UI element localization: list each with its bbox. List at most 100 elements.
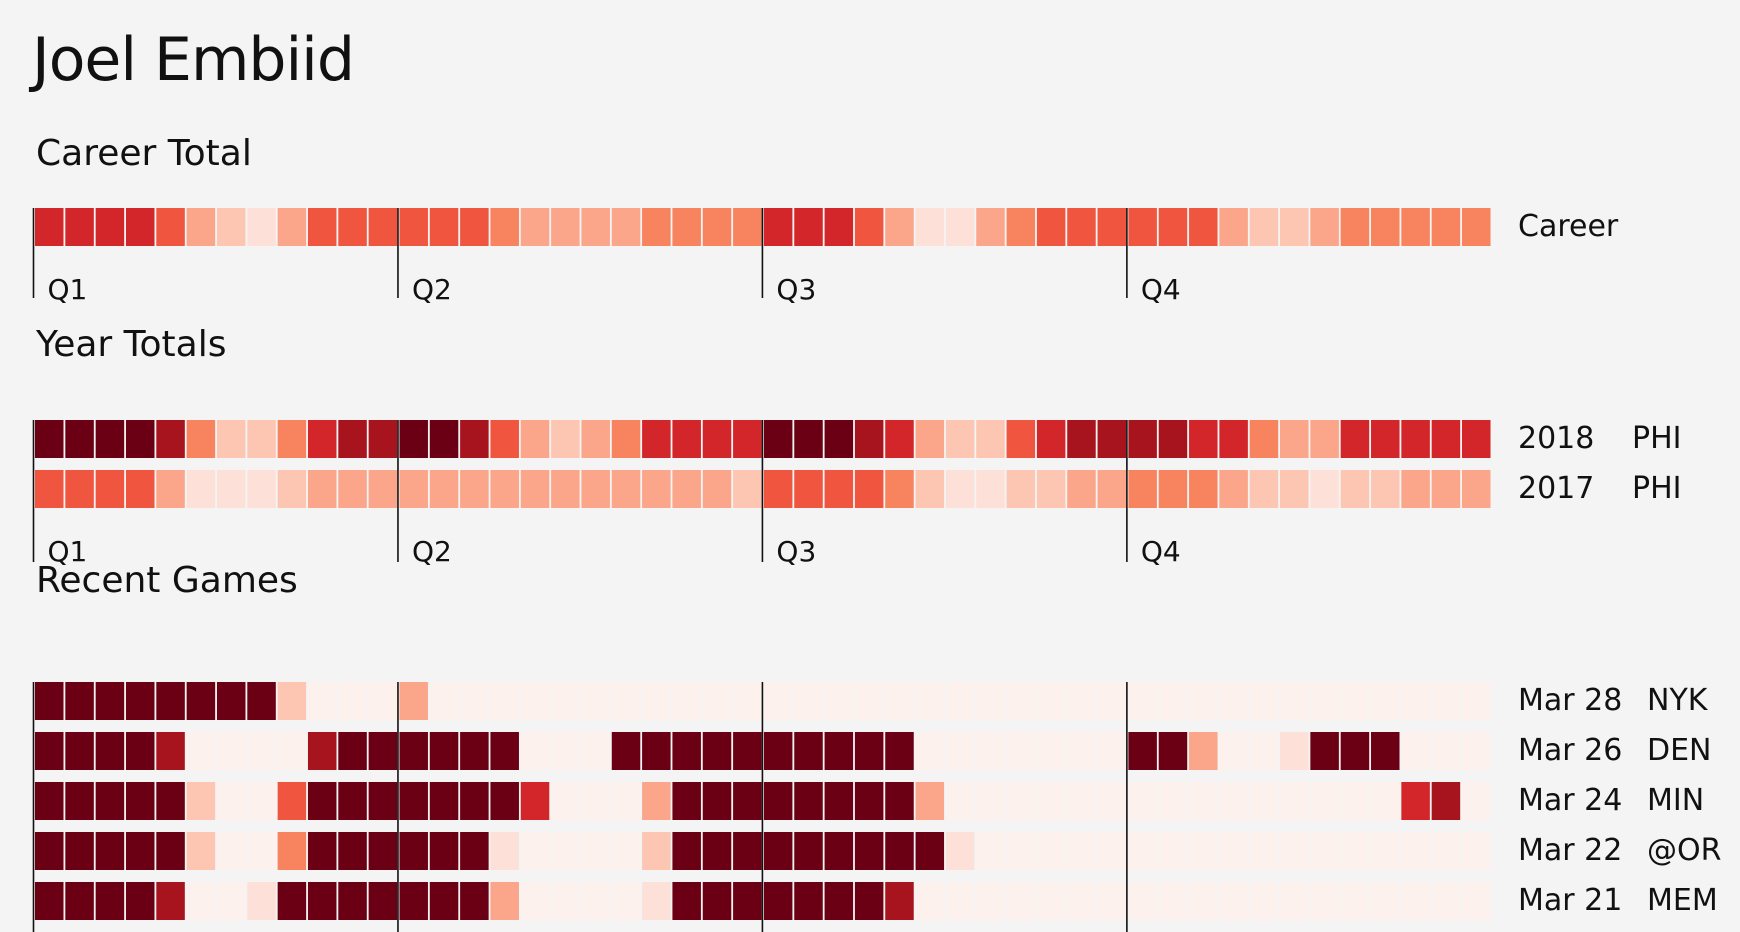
- heatmap-cell: [1189, 732, 1218, 770]
- heatmap-cell: [733, 782, 762, 820]
- heatmap-cell: [65, 420, 94, 458]
- heatmap-cell: [399, 420, 428, 458]
- heatmap-cell: [642, 832, 671, 870]
- heatmap-cell: [156, 882, 185, 920]
- heatmap-cell: [1158, 208, 1188, 246]
- heatmap-cell: [277, 420, 307, 458]
- heatmap-cell: [642, 682, 671, 720]
- heatmap-cell: [368, 832, 398, 870]
- heatmap-cell: [824, 420, 854, 458]
- heatmap-cell: [551, 682, 580, 720]
- heatmap-cell: [35, 882, 64, 920]
- heatmap-cell: [976, 682, 1005, 720]
- heatmap-cell: [885, 882, 914, 920]
- heatmap-cell: [1280, 470, 1309, 508]
- heatmap-cell: [277, 832, 307, 870]
- heatmap-cell: [824, 832, 854, 870]
- heatmap-cell: [1431, 882, 1461, 920]
- heatmap-cell: [1401, 420, 1430, 458]
- heatmap-cell: [1340, 420, 1370, 458]
- heatmap-cell: [1036, 882, 1066, 920]
- row-team-label: MIN: [1647, 783, 1705, 818]
- heatmap-cell: [1431, 470, 1461, 508]
- heatmap-cell: [490, 682, 519, 720]
- heatmap-cell: [186, 732, 216, 770]
- heatmap-cell: [702, 882, 732, 920]
- heatmap-cell: [1097, 882, 1127, 920]
- row-label: Mar 22: [1518, 833, 1623, 868]
- heatmap-cell: [794, 782, 823, 820]
- heatmap-cell: [794, 832, 823, 870]
- heatmap-cell: [611, 782, 641, 820]
- heatmap-cell: [1340, 882, 1370, 920]
- heatmap-cell: [1128, 682, 1157, 720]
- heatmap-cell: [611, 470, 641, 508]
- heatmap-cell: [733, 682, 762, 720]
- heatmap-cell: [763, 682, 793, 720]
- heatmap-cell: [1006, 832, 1036, 870]
- heatmap-cell: [490, 208, 519, 246]
- heatmap-cell: [733, 832, 762, 870]
- heatmap-cell: [1280, 208, 1309, 246]
- heatmap-cell: [1219, 208, 1248, 246]
- heatmap-cell: [1067, 208, 1096, 246]
- heatmap-cell: [1280, 832, 1309, 870]
- heatmap-cell: [429, 732, 459, 770]
- heatmap-cell: [1219, 470, 1248, 508]
- heatmap-cell: [1431, 682, 1461, 720]
- heatmap-cell: [1006, 732, 1036, 770]
- heatmap-cell: [702, 470, 732, 508]
- row-team-label: MEM: [1647, 883, 1718, 918]
- heatmap-cell: [1310, 732, 1339, 770]
- heatmap-cell: [1462, 732, 1491, 770]
- heatmap-cell: [490, 420, 519, 458]
- heatmap-cell: [794, 732, 823, 770]
- heatmap-cell: [581, 420, 610, 458]
- heatmap-cell: [186, 782, 216, 820]
- heatmap-cell: [1371, 470, 1400, 508]
- heatmap-cell: [581, 832, 610, 870]
- heatmap-cell: [763, 832, 793, 870]
- heatmap-cell: [976, 782, 1005, 820]
- heatmap-cell: [65, 208, 94, 246]
- heatmap-cell: [247, 208, 276, 246]
- heatmap-cell: [672, 682, 701, 720]
- heatmap-cell: [156, 420, 185, 458]
- heatmap-cell: [581, 882, 610, 920]
- heatmap-cell: [1249, 732, 1279, 770]
- heatmap-cell: [1462, 470, 1491, 508]
- heatmap-cell: [216, 470, 246, 508]
- heatmap-cell: [368, 470, 398, 508]
- heatmap-cell: [702, 208, 732, 246]
- heatmap-cell: [1371, 832, 1400, 870]
- heatmap-cell: [1158, 682, 1188, 720]
- heatmap-cell: [1128, 782, 1157, 820]
- heatmap-cell: [1097, 782, 1127, 820]
- row-team-label: NYK: [1647, 683, 1708, 718]
- heatmap-cell: [368, 208, 398, 246]
- heatmap-cell: [1310, 420, 1339, 458]
- heatmap-cell: [399, 470, 428, 508]
- heatmap-cell: [551, 882, 580, 920]
- heatmap-cell: [763, 882, 793, 920]
- heatmap-cell: [1189, 420, 1218, 458]
- heatmap-cell: [1006, 420, 1036, 458]
- heatmap-cell: [95, 832, 125, 870]
- heatmap-cell: [1067, 420, 1096, 458]
- heatmap-cell: [1158, 470, 1188, 508]
- heatmap-cell: [216, 832, 246, 870]
- heatmap-cell: [277, 782, 307, 820]
- heatmap-cell: [460, 732, 489, 770]
- heatmap-cell: [915, 420, 945, 458]
- heatmap-cell: [1158, 882, 1188, 920]
- heatmap-cell: [1036, 420, 1066, 458]
- heatmap-cell: [156, 682, 185, 720]
- heatmap-cell: [824, 470, 854, 508]
- heatmap-cell: [794, 420, 823, 458]
- heatmap-cell: [1006, 470, 1036, 508]
- heatmap-cell: [1310, 882, 1339, 920]
- heatmap-cell: [551, 470, 580, 508]
- heatmap-cell: [429, 420, 459, 458]
- heatmap-cell: [490, 832, 519, 870]
- heatmap-cell: [1280, 420, 1309, 458]
